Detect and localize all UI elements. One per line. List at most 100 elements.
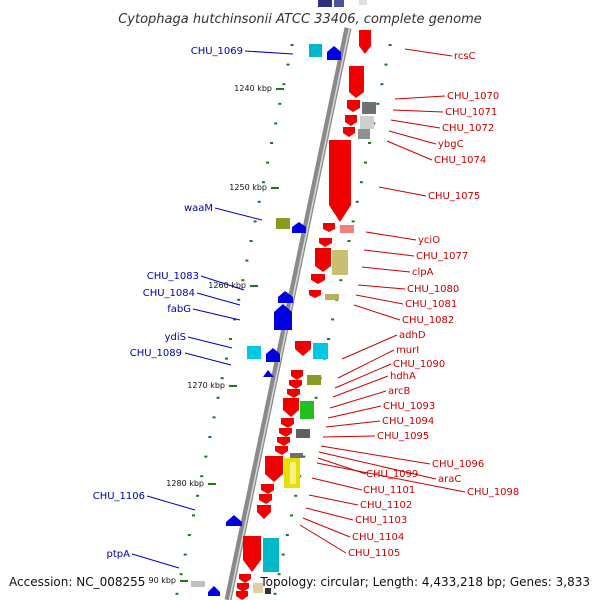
scale-dot-left-2 — [282, 83, 286, 86]
gene-CHU_1080 — [311, 274, 325, 284]
scale-dot-right-25 — [285, 534, 289, 536]
label-CHU_1090: CHU_1090 — [393, 359, 445, 370]
leader-CHU_1103 — [305, 507, 354, 521]
leader-CHU_1101 — [311, 477, 363, 491]
label-arcB: arcB — [388, 386, 411, 397]
leader-CHU_1083 — [200, 275, 245, 291]
gene-waaM-box — [276, 218, 290, 229]
scale-dot-right-23 — [294, 494, 298, 497]
gene-CHU_1093 — [281, 418, 294, 428]
scale-dot-left-26 — [183, 553, 187, 556]
leader-CHU_1081 — [355, 294, 404, 305]
gene-CHU_1094 — [279, 428, 292, 437]
scale-dot-left-28 — [175, 592, 179, 595]
leader-CHU_1071 — [392, 109, 444, 113]
label-CHU_1083: CHU_1083 — [147, 271, 199, 282]
scale-markers: 1240 kbp 1250 kbp 1260 kbp 1270 kbp 1280… — [148, 84, 284, 585]
scale-dot-left-22 — [200, 475, 204, 478]
label-CHU_1084: CHU_1084 — [143, 288, 195, 299]
label-ybgC: ybgC — [438, 139, 464, 150]
scale-dot-right-6 — [364, 161, 367, 164]
leader-arcB — [329, 390, 387, 409]
accession-text: Accession: NC_008255 — [9, 575, 145, 589]
scale-dot-left-4 — [274, 122, 278, 125]
scale-dot-left-15 — [229, 338, 232, 340]
gene-CHU_1104 — [257, 505, 271, 519]
scale-dot-right-12 — [339, 279, 343, 282]
leader-hdhA — [332, 375, 389, 398]
gene-ybgC-box — [358, 129, 370, 139]
scale-dot-left-7 — [261, 181, 265, 184]
label-ydiS: ydiS — [165, 332, 186, 343]
scale-label-1270: 1270 kbp — [187, 381, 225, 390]
scale-dot-left-20 — [208, 436, 212, 438]
leader-ydiS — [187, 336, 233, 349]
leader-CHU_1069 — [244, 50, 294, 55]
leader-CHU_1102 — [308, 494, 359, 506]
labels-left: CHU_1069 waaM CHU_1083 CHU_1084 fabG ydi… — [93, 46, 243, 560]
scale-dot-left-21 — [204, 455, 208, 458]
gene-CHU_1095 — [277, 437, 290, 446]
gene-ydiS-box — [247, 346, 261, 359]
gene-bottom-box-2 — [265, 588, 271, 594]
label-CHU_1101: CHU_1101 — [363, 485, 415, 496]
gene-yciO-box — [340, 225, 354, 233]
gene-CHU_1106-arrow — [226, 515, 242, 526]
leader-CHU_1093 — [327, 405, 382, 419]
label-adhD: adhD — [399, 330, 426, 341]
gene-CHU_1089-arrow — [263, 370, 274, 377]
gene-CHU_1105-box — [263, 538, 279, 572]
label-yciO: yciO — [418, 235, 440, 246]
gene-fabG-arrow — [274, 304, 292, 330]
label-CHU_1075: CHU_1075 — [428, 191, 480, 202]
scale-dot-right-9 — [351, 220, 355, 223]
scale-dot-right-7 — [359, 181, 363, 184]
leader-ybgC — [388, 130, 437, 145]
leader-CHU_1072 — [390, 119, 441, 129]
label-CHU_1096: CHU_1096 — [432, 459, 484, 470]
label-CHU_1089: CHU_1089 — [130, 348, 182, 359]
leader-CHU_1074 — [386, 140, 433, 161]
scale-dot-right-27 — [277, 573, 281, 576]
gene-CHU_1069-box — [309, 44, 322, 57]
leader-CHU_1106 — [146, 495, 196, 511]
gene-CHU_1070 — [349, 66, 364, 98]
leader-yciO — [365, 231, 417, 241]
gene-CHU_1072-box — [360, 116, 374, 129]
scale-dot-right-21 — [302, 455, 306, 458]
scale-dot-left-9 — [253, 220, 257, 223]
gene-top-dark-1 — [318, 0, 332, 7]
label-CHU_1081: CHU_1081 — [405, 299, 457, 310]
gene-ydiS-arrow — [266, 348, 280, 362]
scale-dot-right-8 — [355, 200, 359, 203]
label-murI: murI — [396, 345, 419, 356]
leader-ptpA — [131, 553, 180, 569]
gene-CHU_1069-arrow — [327, 46, 341, 60]
leader-CHU_1070 — [394, 95, 446, 100]
gene-bottom-1 — [239, 574, 251, 583]
scale-dot-left-6 — [266, 161, 269, 164]
scale-dot-left-10 — [249, 240, 253, 242]
label-CHU_1074: CHU_1074 — [434, 155, 486, 166]
label-CHU_1072: CHU_1072 — [442, 123, 494, 134]
leader-CHU_1082 — [353, 304, 401, 321]
gene-ptpA-box — [191, 581, 205, 587]
leader-adhD — [341, 334, 398, 360]
gene-adhD — [295, 341, 311, 356]
gene-clpA-box — [332, 250, 348, 275]
leader-CHU_1090 — [334, 363, 392, 389]
scale-dot-left-16 — [224, 357, 228, 360]
scale-label-1290: 90 kbp — [148, 576, 176, 585]
gene-CHU_1094-box — [296, 429, 310, 438]
reverse-genes — [236, 0, 376, 600]
scale-label-1250: 1250 kbp — [229, 183, 267, 192]
gene-bottom-3 — [236, 591, 248, 600]
scale-label-1260: 1260 kbp — [208, 281, 246, 290]
topology-text: Topology: circular; Length: 4,433,218 bp… — [259, 575, 590, 589]
gene-ybgC — [343, 127, 355, 137]
gene-ptpA-arrow — [208, 586, 220, 596]
gene-CHU_1098-box — [290, 453, 303, 458]
gene-CHU_1099-box-inner — [290, 462, 296, 484]
leader-CHU_1089 — [184, 352, 232, 366]
